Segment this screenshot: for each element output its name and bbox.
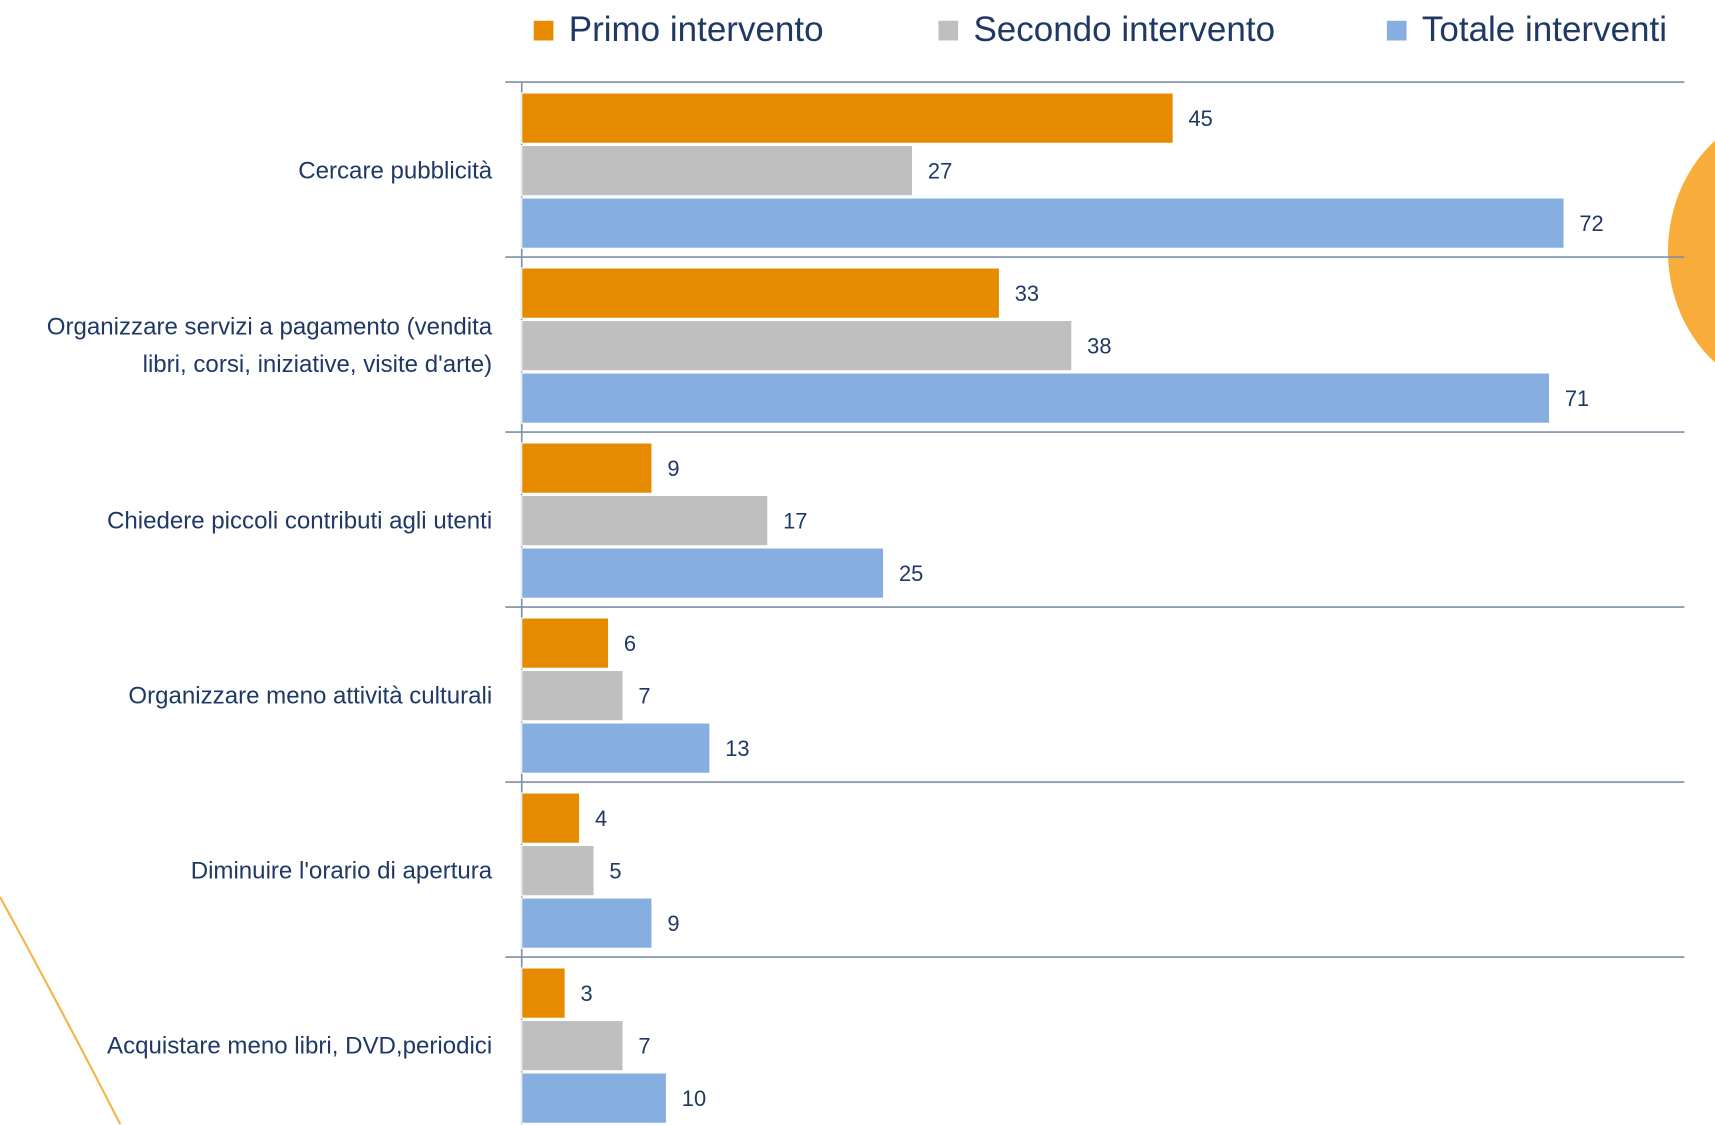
bar [522,373,1550,423]
value-label: 45 [1188,106,1212,131]
value-label: 6 [624,631,636,656]
value-label: 72 [1579,211,1603,236]
bar [522,548,884,598]
bar [522,723,710,773]
category-label: Diminuire l'orario di apertura [0,852,492,889]
value-label: 13 [725,736,749,761]
chart: Primo intervento Secondo intervento Totale… [0,0,1715,1124]
value-label: 7 [638,1034,650,1059]
bar [522,1073,667,1123]
legend-swatch [534,21,554,41]
bar [522,845,594,895]
legend-swatch [1387,21,1407,41]
category-label: Chiedere piccoli contributi agli utenti [0,502,492,539]
value-label: 4 [595,806,607,831]
value-label: 25 [899,561,923,586]
value-label: 10 [682,1086,706,1111]
bar [522,198,1564,248]
decoration [0,897,120,1125]
bar [522,495,768,545]
bar [522,898,652,948]
bar [522,268,1000,318]
bar [522,93,1173,143]
bar [522,968,565,1018]
value-label: 7 [638,684,650,709]
legend-label: Primo intervento [569,10,824,49]
value-label: 9 [667,456,679,481]
category-label: Acquistare meno libri, DVD,periodici [0,1027,492,1064]
legend-swatch [938,21,958,41]
value-label: 38 [1087,334,1111,359]
category-label: Cercare pubblicità [0,152,492,189]
value-label: 17 [783,509,807,534]
value-label: 33 [1015,281,1039,306]
bar [522,320,1072,370]
bar [522,670,623,720]
bar [522,1020,623,1070]
bar [522,793,580,843]
bar [522,443,652,493]
bar [522,145,913,195]
value-label: 9 [667,911,679,936]
category-label: Organizzare meno attività culturali [0,677,492,714]
value-label: 3 [580,981,592,1006]
value-label: 71 [1565,386,1589,411]
bar [522,618,609,668]
value-label: 5 [609,859,621,884]
category-label: Organizzare servizi a pagamento (vendita… [0,308,492,382]
value-label: 27 [928,159,952,184]
legend-label: Secondo intervento [973,10,1275,49]
decoration [1668,109,1715,393]
legend-label: Totale interventi [1422,10,1667,49]
